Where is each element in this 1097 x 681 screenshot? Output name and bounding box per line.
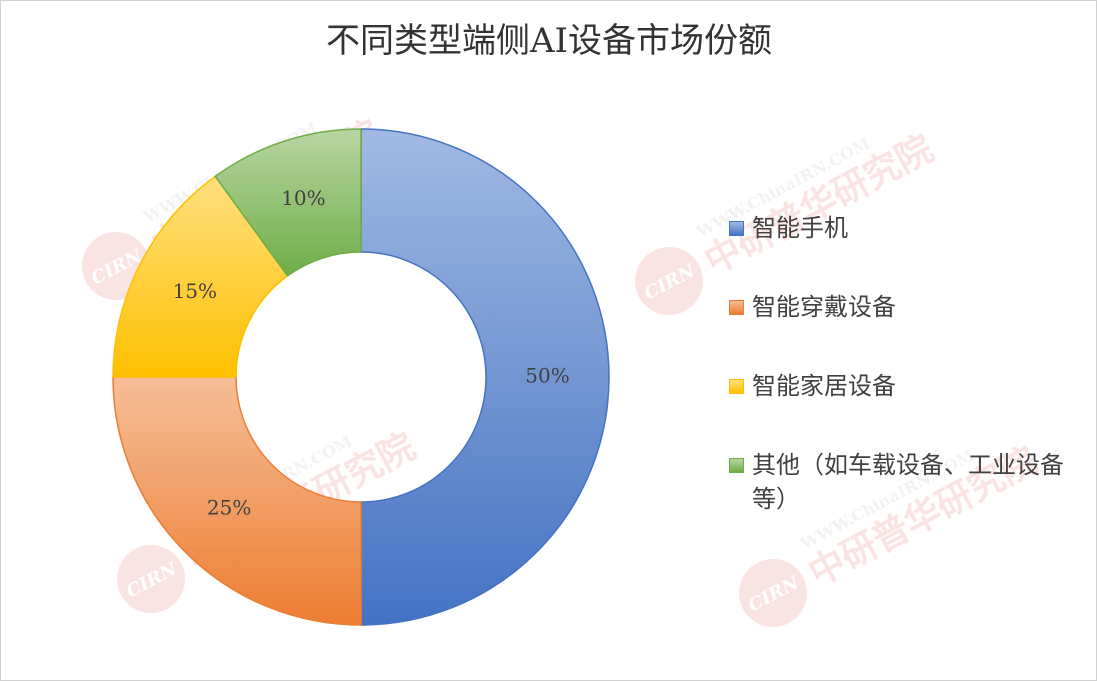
legend-item: 其他（如车载设备、工业设备等） xyxy=(729,448,1084,516)
data-label: 50% xyxy=(525,364,569,388)
legend-label: 智能家居设备 xyxy=(752,372,896,400)
donut-slice xyxy=(214,128,362,277)
legend-label: 其他（如车载设备、工业设备等） xyxy=(752,451,1064,513)
legend-label: 智能手机 xyxy=(752,214,848,242)
donut-slice xyxy=(360,128,610,626)
watermark-logo-circle xyxy=(635,247,703,315)
legend-swatch xyxy=(729,458,744,473)
legend-item: 智能家居设备 xyxy=(729,369,1084,403)
data-label: 15% xyxy=(173,279,217,303)
donut-slice xyxy=(112,175,289,378)
legend-swatch xyxy=(729,300,744,315)
legend: 智能手机智能穿戴设备 智能家居设备其他（如车载设备、工业设备等） xyxy=(729,211,1084,561)
chart-title: 不同类型端侧AI设备市场份额 xyxy=(326,21,772,61)
legend-swatch xyxy=(729,379,744,394)
watermark-logo-circle xyxy=(117,545,185,613)
legend-item: 智能手机 xyxy=(729,211,1084,245)
legend-swatch xyxy=(729,221,744,236)
watermark-logo-circle xyxy=(739,559,807,627)
data-label: 10% xyxy=(281,186,325,210)
data-label: 25% xyxy=(207,495,251,519)
donut-slice xyxy=(112,376,362,626)
legend-label: 智能穿戴设备 xyxy=(752,293,896,321)
legend-item: 智能穿戴设备 xyxy=(729,290,1084,324)
